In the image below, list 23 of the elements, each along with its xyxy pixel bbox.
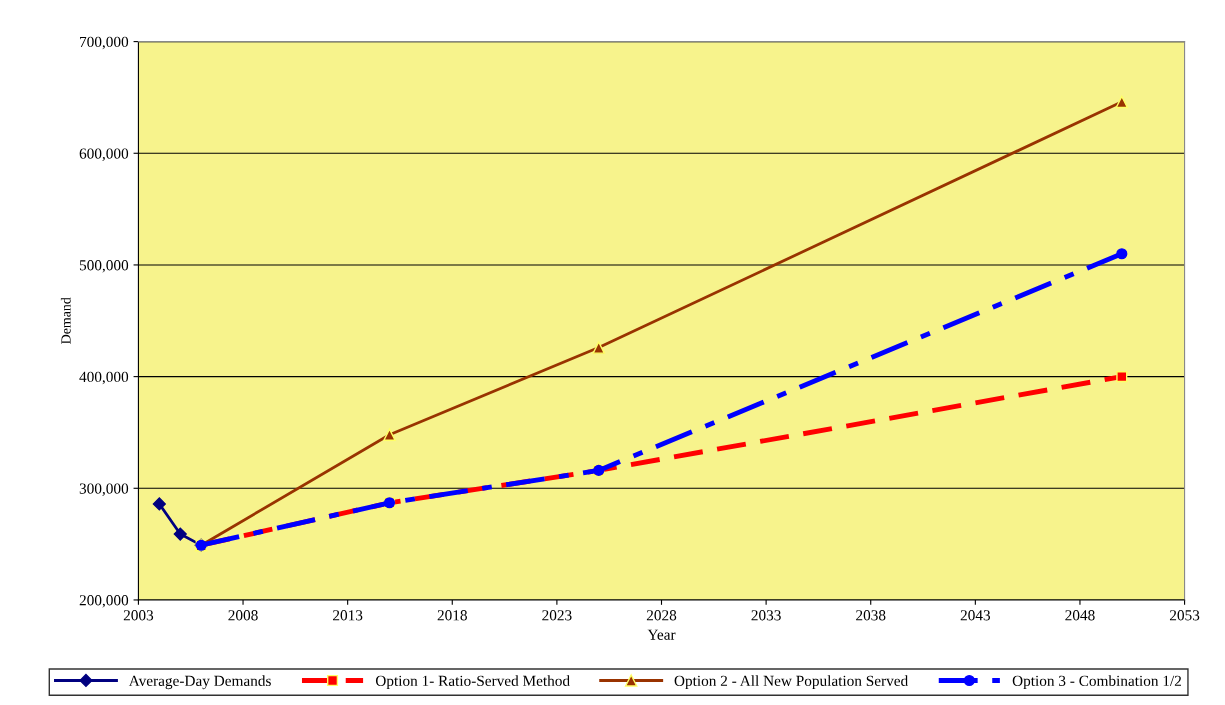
x-axis-title: Year [647,629,676,640]
x-tick-label: 2033 [751,610,781,621]
y-tick-label: 400,000 [79,371,129,385]
y-tick-label: 300,000 [79,483,129,496]
x-tick-label: 2048 [1065,610,1095,621]
x-tick-label: 2018 [437,610,467,621]
x-tick-label: 2003 [123,610,154,621]
y-tick-label: 500,000 [79,260,129,273]
legend-label: Option 1- Ratio-Served Method [375,675,570,690]
y-tick-label: 600,000 [79,148,129,161]
x-tick-label: 2043 [960,610,991,621]
y-tick-label: 700,000 [80,36,129,50]
y-axis-title: Demand [60,297,71,344]
x-tick-label: 2038 [856,610,886,621]
legend-label: Option 2 - All New Population Served [674,675,909,690]
legend-label: Option 3 - Combination 1/2 [1012,675,1181,690]
x-tick-label: 2013 [333,610,363,621]
x-tick-label: 2053 [1169,610,1200,621]
x-tick-label: 2008 [228,610,258,621]
y-tick-label: 200,000 [79,595,129,608]
legend-label: Average-Day Demands [128,675,271,690]
x-tick-label: 2028 [646,610,677,621]
x-tick-label: 2023 [542,610,572,621]
